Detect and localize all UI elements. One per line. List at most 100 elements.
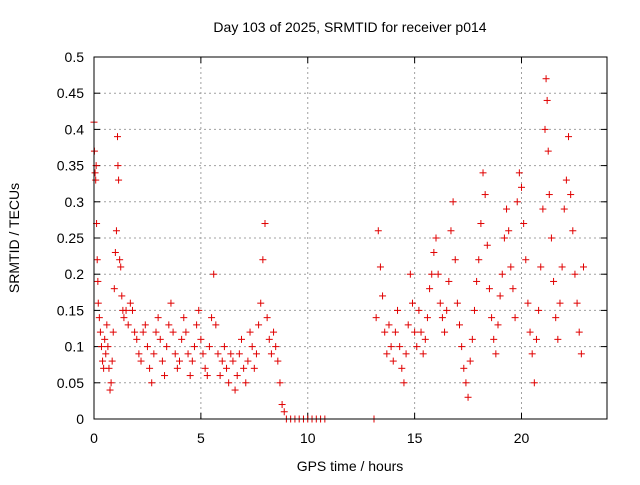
data-point: [110, 285, 118, 293]
data-point: [569, 227, 577, 235]
data-point: [95, 314, 103, 322]
data-point: [103, 321, 111, 329]
data-point: [270, 328, 278, 336]
data-point: [522, 256, 530, 264]
data-point: [152, 328, 160, 336]
data-point: [161, 372, 169, 380]
data-point: [481, 191, 489, 199]
data-point: [186, 372, 194, 380]
data-point: [483, 241, 491, 249]
data-point: [105, 364, 113, 372]
y-axis-label: SRMTID / TECUs: [6, 183, 22, 293]
data-point: [184, 350, 192, 358]
data-point: [391, 328, 399, 336]
data-point: [400, 379, 408, 387]
data-point: [118, 292, 126, 300]
data-point: [503, 205, 511, 213]
data-point: [532, 335, 540, 343]
data-point: [507, 263, 515, 271]
data-point: [135, 350, 143, 358]
plot-border: [93, 56, 608, 420]
data-point: [577, 350, 585, 358]
data-point: [552, 314, 560, 322]
data-point: [227, 350, 235, 358]
y-tick-label: 0.05: [57, 375, 84, 391]
data-point: [542, 75, 550, 83]
data-points: [90, 75, 587, 423]
data-point: [116, 256, 124, 264]
x-tick-label: 10: [300, 430, 316, 446]
data-point: [426, 285, 434, 293]
data-point: [550, 277, 558, 285]
data-point: [511, 314, 519, 322]
data-point: [398, 364, 406, 372]
data-point: [406, 270, 414, 278]
data-point: [109, 328, 117, 336]
data-point: [128, 306, 136, 314]
data-point: [449, 198, 457, 206]
data-point: [494, 321, 502, 329]
y-tick-label: 0.3: [65, 194, 85, 210]
data-point: [492, 350, 500, 358]
data-point: [165, 321, 173, 329]
data-point: [408, 299, 416, 307]
y-tick-label: 0.25: [57, 230, 84, 246]
data-point: [389, 357, 397, 365]
data-point: [485, 285, 493, 293]
data-point: [199, 350, 207, 358]
data-point: [434, 270, 442, 278]
x-axis-label: GPS time / hours: [297, 458, 404, 474]
data-point: [417, 328, 425, 336]
data-point: [475, 256, 483, 264]
data-point: [374, 227, 382, 235]
data-point: [524, 299, 532, 307]
data-point: [535, 306, 543, 314]
data-point: [415, 306, 423, 314]
data-point: [101, 335, 109, 343]
data-point: [212, 321, 220, 329]
x-tick-label: 5: [197, 430, 205, 446]
data-point: [513, 198, 521, 206]
data-point: [545, 191, 553, 199]
data-point: [229, 357, 237, 365]
data-point: [94, 299, 102, 307]
y-tick-label: 0: [76, 411, 84, 427]
data-point: [259, 256, 267, 264]
data-point: [102, 350, 110, 358]
data-point: [141, 321, 149, 329]
data-point: [201, 364, 209, 372]
data-point: [520, 220, 528, 228]
data-point: [453, 299, 461, 307]
data-point: [462, 379, 470, 387]
data-point: [97, 343, 105, 351]
data-point: [203, 372, 211, 380]
data-point: [565, 133, 573, 141]
data-point: [96, 328, 104, 336]
data-point: [261, 220, 269, 228]
data-point: [387, 343, 395, 351]
data-point: [500, 234, 508, 242]
data-point: [509, 285, 517, 293]
data-point: [436, 299, 444, 307]
data-point: [543, 96, 551, 104]
data-point: [158, 357, 166, 365]
data-point: [208, 314, 216, 322]
data-point: [456, 321, 464, 329]
x-tick-label: 15: [407, 430, 423, 446]
data-point: [573, 299, 581, 307]
data-point: [182, 328, 190, 336]
data-point: [402, 350, 410, 358]
data-point: [111, 248, 119, 256]
data-point: [120, 314, 128, 322]
data-point: [379, 292, 387, 300]
y-tick-label: 0.5: [65, 49, 85, 65]
data-point: [146, 364, 154, 372]
data-point: [169, 328, 177, 336]
data-point: [220, 343, 228, 351]
data-point: [171, 350, 179, 358]
data-point: [242, 379, 250, 387]
data-point: [117, 263, 125, 271]
data-point: [438, 314, 446, 322]
